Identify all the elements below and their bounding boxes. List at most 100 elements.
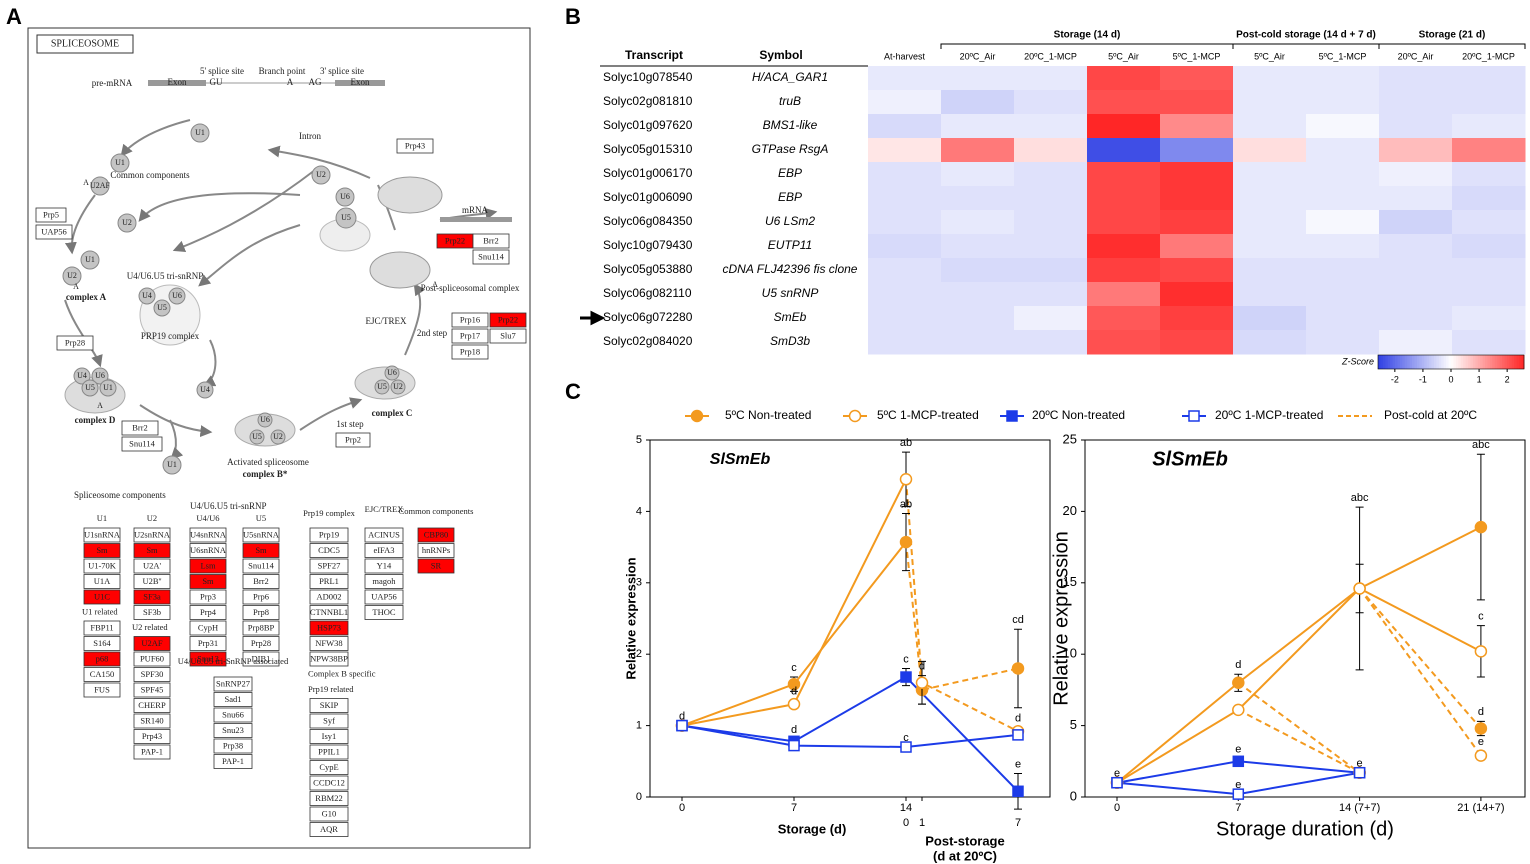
- heat-cell: [1379, 210, 1453, 235]
- gene-label: U4snRNA: [190, 529, 227, 539]
- column-subheader: Prp19 related: [308, 684, 354, 694]
- heat-cell: [1014, 234, 1088, 259]
- gene-box: [83, 589, 121, 605]
- gene-label: SPF30: [141, 669, 164, 679]
- heat-cell: [1160, 210, 1234, 235]
- significance-letter: c: [903, 732, 909, 744]
- heat-cell: [1087, 258, 1161, 283]
- particle: [196, 381, 214, 399]
- colorbar-step: [1407, 355, 1411, 369]
- colorbar-step: [1414, 355, 1418, 369]
- chart-title: SlSmEb: [710, 451, 771, 468]
- colorbar-tick-label: -2: [1391, 374, 1399, 384]
- gene-label: Sm: [255, 545, 267, 555]
- colorbar-step: [1378, 355, 1381, 369]
- heat-cell: [868, 138, 942, 163]
- gene-label: U1-70K: [88, 560, 117, 570]
- gene-label: S164: [93, 638, 111, 648]
- heat-cell: [1306, 138, 1380, 163]
- pathway-label: complex A: [66, 292, 107, 302]
- colorbar-step: [1438, 355, 1442, 369]
- column-header: U5: [256, 513, 266, 523]
- heat-cell: [1014, 258, 1088, 283]
- significance-letter: ab: [900, 437, 912, 449]
- group-bracket: [1378, 43, 1526, 49]
- particle-label: U4: [142, 291, 152, 300]
- particle-label: U4: [77, 371, 87, 380]
- heat-cell: [868, 210, 942, 235]
- gene-box: [309, 574, 349, 589]
- heat-cell: [941, 258, 1015, 283]
- significance-letter: abc: [1351, 492, 1369, 504]
- column-header: EJC/TREX: [365, 504, 404, 514]
- gene-box: [242, 574, 280, 589]
- pathway-label: 3' splice site: [320, 66, 364, 76]
- x-axis-label: Storage duration (d): [1216, 818, 1394, 840]
- gene-label: U2A': [143, 560, 162, 570]
- colorbar-step: [1499, 355, 1503, 369]
- column-label: 20ºC_1-MCP: [1462, 51, 1515, 61]
- gene-label: FUS: [94, 684, 110, 694]
- gene-label: hnRNPs: [422, 545, 450, 555]
- gene-box: [309, 713, 349, 729]
- symbol: SmD3b: [770, 334, 810, 348]
- point: [1232, 703, 1245, 717]
- significance-letter: e: [1235, 743, 1241, 755]
- heat-cell: [1014, 114, 1088, 139]
- gene-label: ACINUS: [368, 529, 400, 539]
- heat-cell: [1014, 162, 1088, 187]
- colorbar-step: [1433, 355, 1437, 369]
- gene-label: Brr2: [253, 576, 269, 586]
- gene-box: [83, 558, 121, 574]
- heat-cell: [1233, 66, 1307, 91]
- gene-label: Prp16: [460, 314, 480, 324]
- gene-label: CypE: [319, 762, 338, 772]
- gene-box: [213, 676, 253, 692]
- gene-label: Prp8: [253, 607, 269, 617]
- gene-box: [489, 328, 527, 344]
- point: [900, 741, 912, 753]
- gene-box: [189, 651, 227, 667]
- pathway-label: pre-mRNA: [92, 78, 133, 88]
- y-tick-label: 2: [636, 648, 642, 660]
- gene-box: [309, 806, 349, 822]
- gene-label: UAP56: [41, 226, 67, 236]
- heat-cell: [941, 162, 1015, 187]
- gene-box: [213, 692, 253, 707]
- point: [1232, 788, 1245, 800]
- gene-box: [133, 744, 171, 760]
- point: [899, 535, 913, 549]
- gene-box: [489, 312, 527, 328]
- pathway-label: Post-spliceosomal complex: [421, 283, 520, 293]
- pathway-diagram: SPLICEOSOME 5' splice site Branch point 3' …: [27, 27, 531, 849]
- symbol: SmEb: [774, 310, 807, 324]
- gene-label: Snu23: [222, 725, 244, 735]
- pathway-label: Branch point: [259, 66, 306, 76]
- chart-title: SlSmEb: [1152, 448, 1228, 470]
- particle-label: U2: [393, 382, 403, 391]
- gene-box: [242, 527, 280, 543]
- series-line: [1116, 587, 1482, 784]
- significance-letter: e: [1235, 779, 1241, 791]
- transcript: Solyc10g079430: [603, 238, 693, 252]
- pathway-label: Activated spliceosome: [227, 457, 309, 467]
- particle: [80, 250, 100, 270]
- post-line: [905, 541, 1019, 692]
- colorbar-step: [1453, 355, 1457, 369]
- colorbar-step: [1402, 355, 1406, 369]
- gene-box: [451, 312, 489, 328]
- column-header: U4/U6.U5 tri-SnRNP associated: [178, 656, 289, 666]
- gene-label: eIFA3: [373, 545, 394, 555]
- column-label: At-harvest: [884, 51, 926, 61]
- heat-cell: [1160, 282, 1234, 307]
- gene-box: [309, 543, 349, 558]
- gene-box: [133, 682, 171, 698]
- significance-letter: e: [1114, 768, 1120, 780]
- point: [690, 409, 704, 423]
- gene-label: Sm: [146, 545, 158, 555]
- gene-label: Prp3: [200, 591, 216, 601]
- gene-label: FBP11: [90, 622, 113, 632]
- post-x-axis-label: Post-storage: [925, 833, 1004, 848]
- gene-box: [83, 636, 121, 651]
- pathway-label: complex B*: [243, 469, 288, 479]
